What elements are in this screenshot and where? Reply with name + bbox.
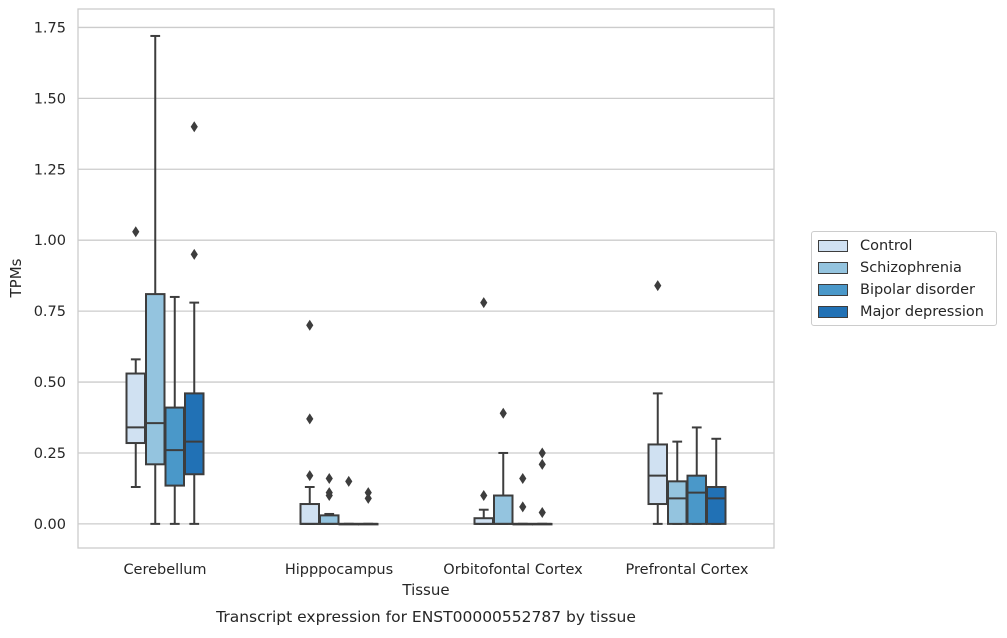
legend-item-depression: Major depression [818,303,984,321]
y-tick-label: 0.25 [34,446,66,462]
outlier-point [538,458,546,470]
legend-label-depression: Major depression [860,304,984,320]
outlier-point [306,413,314,425]
box [493,494,514,525]
legend-swatch-bipolar [818,284,848,296]
chart-caption: Transcript expression for ENST0000055278… [215,608,636,626]
plot-frame [77,8,775,549]
outlier-point [499,407,507,419]
outlier-point [364,492,372,504]
y-tick-label: 0.00 [34,517,66,533]
box [667,480,688,525]
y-tick-label: 0.75 [34,304,66,320]
outlier-point [190,121,198,133]
outlier-point [519,501,527,513]
x-tick-label: Hipppocampus [285,562,393,578]
legend-swatch-control [818,240,848,252]
outlier-point [364,487,372,499]
legend-swatch-depression [818,306,848,318]
box [686,474,707,525]
outlier-point [306,470,314,482]
outlier-point [538,507,546,519]
outlier-point [538,447,546,459]
box [299,503,320,525]
x-axis-label: Tissue [401,581,449,599]
outlier-point [480,297,488,309]
legend: Control Schizophrenia Bipolar disorder M… [811,231,997,326]
legend-swatch-schizophrenia [818,262,848,274]
y-tick-label: 1.00 [34,233,66,249]
box [145,293,166,466]
legend-item-schizophrenia: Schizophrenia [818,259,962,277]
legend-item-bipolar: Bipolar disorder [818,281,975,299]
y-tick-labels: 0.00 0.25 0.50 0.75 1.00 1.25 1.50 1.75 [34,20,66,532]
x-tick-labels: Cerebellum Hipppocampus Orbitofontal Corte… [123,562,748,578]
box [706,486,727,525]
outlier-point [325,490,333,502]
outlier-point [306,319,314,331]
box [319,514,340,525]
outlier-point [325,472,333,484]
outlier-point [190,248,198,260]
outlier-point [654,280,662,292]
y-tick-label: 1.25 [34,162,66,178]
legend-label-bipolar: Bipolar disorder [860,282,975,298]
y-axis-label: TPMs [7,258,25,298]
legend-label-control: Control [860,238,913,254]
y-tick-label: 1.50 [34,91,66,107]
x-tick-label: Prefrontal Cortex [626,562,749,578]
legend-label-schizophrenia: Schizophrenia [860,260,962,276]
legend-item-control: Control [818,237,912,255]
x-tick-label: Cerebellum [123,562,206,578]
x-tick-label: Orbitofontal Cortex [443,562,583,578]
y-tick-label: 1.75 [34,20,66,36]
box [164,406,185,487]
box [647,443,668,506]
box [184,392,205,476]
box-marks [125,34,727,526]
outlier-point [132,226,140,238]
outlier-point [345,475,353,487]
outlier-point [519,472,527,484]
y-tick-label: 0.50 [34,375,66,391]
outlier-point [480,490,488,502]
box [125,372,146,445]
